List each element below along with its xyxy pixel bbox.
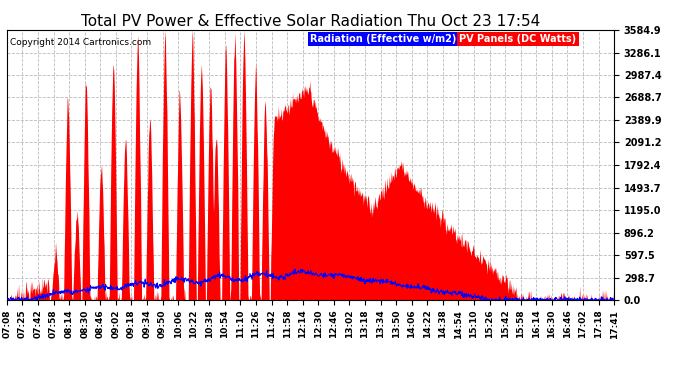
Text: Radiation (Effective w/m2): Radiation (Effective w/m2): [310, 34, 457, 44]
Title: Total PV Power & Effective Solar Radiation Thu Oct 23 17:54: Total PV Power & Effective Solar Radiati…: [81, 14, 540, 29]
Text: Copyright 2014 Cartronics.com: Copyright 2014 Cartronics.com: [10, 38, 151, 47]
Text: PV Panels (DC Watts): PV Panels (DC Watts): [460, 34, 576, 44]
